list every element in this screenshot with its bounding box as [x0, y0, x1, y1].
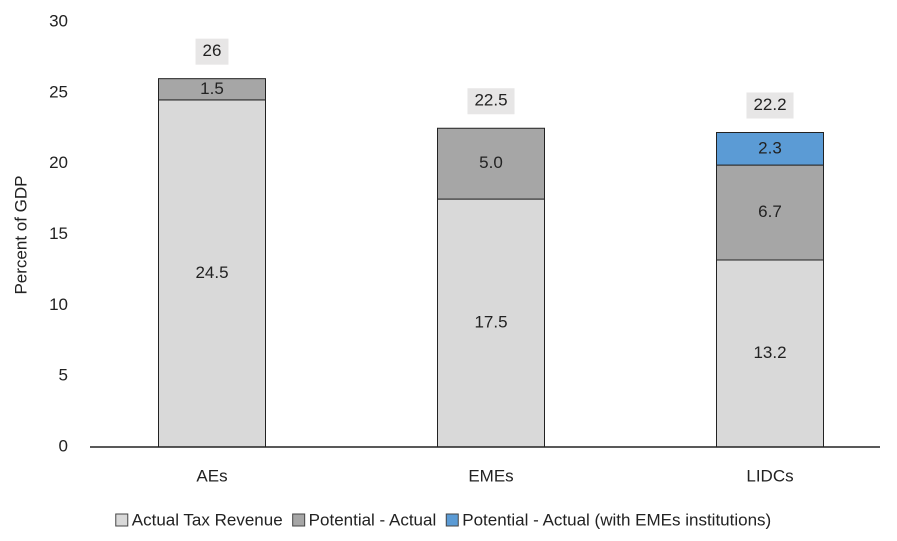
y-tick-label: 25	[49, 82, 68, 101]
data-label: 2.3	[758, 138, 782, 157]
bar-segment	[437, 198, 545, 448]
data-label: 24.5	[195, 263, 228, 282]
bar-segment	[437, 127, 545, 200]
total-label-bg	[746, 92, 794, 119]
x-tick-label: AEs	[196, 466, 227, 485]
data-label: 5.0	[479, 153, 503, 172]
legend-label: Actual Tax Revenue	[132, 510, 283, 529]
y-tick-label: 15	[49, 224, 68, 243]
legend-swatch	[115, 513, 129, 527]
total-label: 22.2	[753, 95, 786, 114]
bar-segment	[716, 132, 824, 166]
legend-swatch	[445, 513, 459, 527]
total-label-bg	[467, 88, 515, 115]
data-label: 13.2	[753, 343, 786, 362]
data-label: 17.5	[474, 313, 507, 332]
bar-segment	[158, 78, 266, 101]
x-tick-label: LIDCs	[746, 466, 793, 485]
bar-segment	[158, 99, 266, 448]
total-label-bg	[195, 38, 229, 65]
legend-swatch	[292, 513, 306, 527]
legend-label: Potential - Actual (with EMEs institutio…	[462, 510, 771, 529]
y-tick-label: 10	[49, 295, 68, 314]
y-tick-label: 0	[59, 436, 68, 455]
legend-label: Potential - Actual	[309, 510, 437, 529]
y-tick-label: 30	[49, 11, 68, 30]
y-tick-label: 20	[49, 153, 68, 172]
y-tick-label: 5	[59, 366, 68, 385]
y-axis-label: Percent of GDP	[11, 175, 30, 294]
data-label: 1.5	[200, 79, 224, 98]
total-label: 22.5	[474, 91, 507, 110]
data-label: 6.7	[758, 202, 782, 221]
bar-segment	[716, 164, 824, 261]
x-tick-label: EMEs	[468, 466, 513, 485]
total-label: 26	[203, 41, 222, 60]
